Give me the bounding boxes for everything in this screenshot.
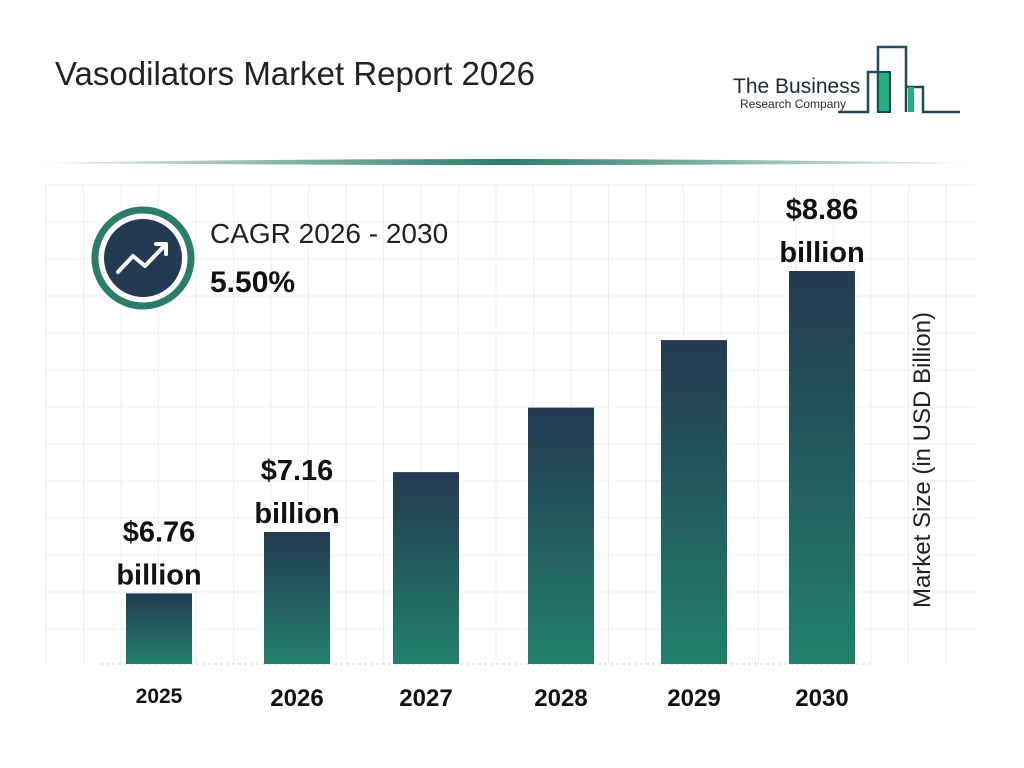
x-tick-label: 2026 xyxy=(270,685,323,712)
x-tick-label: 2027 xyxy=(399,685,452,712)
x-tick-label: 2028 xyxy=(534,685,587,712)
cagr-label: CAGR 2026 - 2030 xyxy=(210,218,449,249)
y-axis-label: Market Size (in USD Billion) xyxy=(909,311,936,609)
page-title: Vasodilators Market Report 2026 xyxy=(55,55,535,92)
logo-text-line1: The Business xyxy=(733,75,861,98)
cagr-value: 5.50% xyxy=(210,266,296,299)
bar-2029 xyxy=(661,340,727,664)
data-label: billion xyxy=(779,237,864,269)
cagr-circle xyxy=(104,219,182,297)
bar-2027 xyxy=(393,472,459,664)
bar-2026 xyxy=(264,531,330,664)
data-label: $7.16 xyxy=(261,455,334,487)
x-tick-label: 2029 xyxy=(667,685,720,712)
bar-2028 xyxy=(528,407,594,664)
trend-up-arrow-icon xyxy=(116,242,168,274)
x-tick-label: 2030 xyxy=(795,685,848,712)
bar-2025 xyxy=(126,593,192,664)
header-separator xyxy=(40,159,968,165)
data-label: billion xyxy=(116,559,201,591)
company-logo: The Business Research Company xyxy=(728,42,968,117)
bar-2030 xyxy=(789,271,855,664)
x-tick-label: 2025 xyxy=(136,685,183,708)
logo-bars-icon xyxy=(838,45,960,114)
data-label: billion xyxy=(254,498,339,530)
data-label: $6.76 xyxy=(123,516,196,548)
logo-text-line2: Research Company xyxy=(740,97,847,111)
data-label: $8.86 xyxy=(786,194,859,226)
